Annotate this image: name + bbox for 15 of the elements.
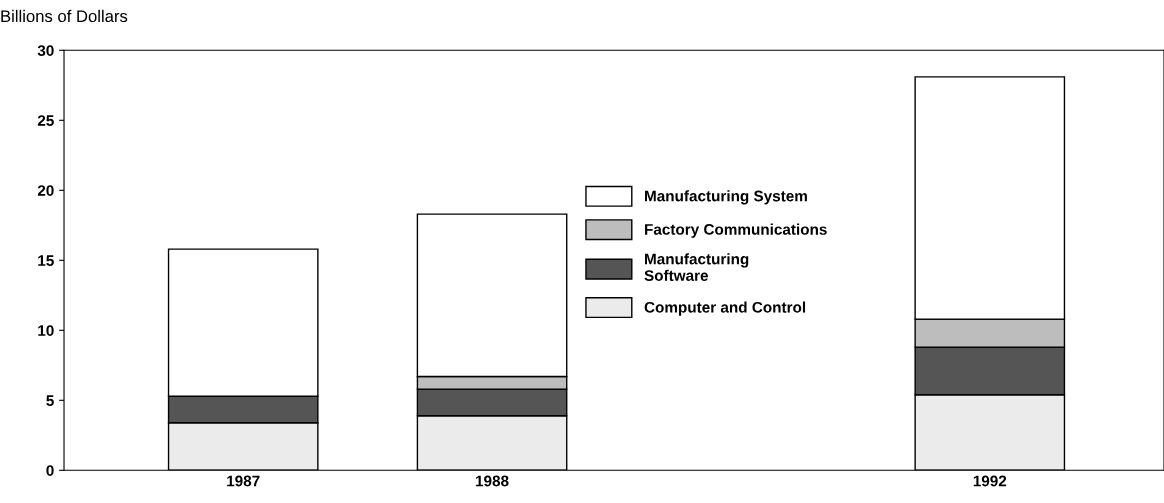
- x-tick-label: 1987: [227, 475, 260, 487]
- legend-label: Manufacturing System: [645, 190, 807, 205]
- y-tick-label: 25: [37, 115, 54, 126]
- y-tick-label: 10: [38, 325, 54, 336]
- legend-label: Manufacturing Software: [644, 253, 749, 281]
- y-tick-label: 20: [37, 185, 54, 196]
- y-tick-label: 0: [46, 465, 54, 476]
- y-axis-title: Billions of Dollars: [1, 9, 128, 23]
- legend-label: Factory Communications: [645, 223, 827, 238]
- x-tick-label: 1988: [476, 475, 509, 487]
- y-tick-label: 30: [37, 45, 54, 57]
- y-tick-label: 15: [38, 255, 54, 266]
- legend-label: Computer and Control: [644, 301, 806, 316]
- x-tick-label: 1992: [973, 475, 1007, 487]
- y-tick-label: 5: [46, 395, 54, 406]
